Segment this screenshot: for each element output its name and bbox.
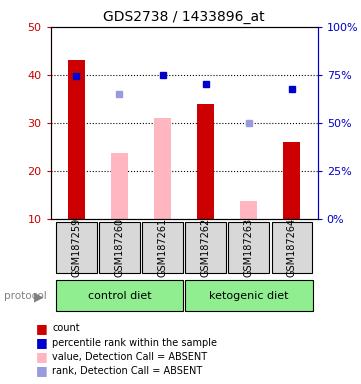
- Text: ■: ■: [36, 336, 48, 349]
- Text: ▶: ▶: [34, 290, 43, 303]
- FancyBboxPatch shape: [186, 222, 226, 273]
- Text: percentile rank within the sample: percentile rank within the sample: [52, 338, 217, 348]
- Text: ■: ■: [36, 364, 48, 377]
- Text: rank, Detection Call = ABSENT: rank, Detection Call = ABSENT: [52, 366, 203, 376]
- Text: ■: ■: [36, 322, 48, 335]
- Text: GSM187259: GSM187259: [71, 218, 81, 277]
- FancyBboxPatch shape: [56, 280, 183, 311]
- Text: ■: ■: [36, 350, 48, 363]
- Text: ketogenic diet: ketogenic diet: [209, 291, 288, 301]
- Text: GSM187260: GSM187260: [114, 218, 125, 277]
- Bar: [197, 104, 214, 219]
- Bar: [68, 60, 85, 219]
- FancyBboxPatch shape: [271, 222, 312, 273]
- Bar: [111, 152, 128, 219]
- Text: GSM187263: GSM187263: [244, 218, 254, 277]
- Text: GSM187261: GSM187261: [157, 218, 168, 277]
- FancyBboxPatch shape: [56, 222, 97, 273]
- Title: GDS2738 / 1433896_at: GDS2738 / 1433896_at: [103, 10, 265, 25]
- Text: value, Detection Call = ABSENT: value, Detection Call = ABSENT: [52, 352, 208, 362]
- Text: control diet: control diet: [88, 291, 151, 301]
- Bar: [283, 142, 300, 219]
- FancyBboxPatch shape: [229, 222, 269, 273]
- FancyBboxPatch shape: [142, 222, 183, 273]
- Text: protocol: protocol: [4, 291, 46, 301]
- FancyBboxPatch shape: [185, 280, 313, 311]
- Bar: [240, 200, 257, 219]
- Text: count: count: [52, 323, 80, 333]
- Bar: [154, 118, 171, 219]
- Text: GSM187264: GSM187264: [287, 218, 297, 277]
- FancyBboxPatch shape: [99, 222, 140, 273]
- Text: GSM187262: GSM187262: [201, 218, 211, 277]
